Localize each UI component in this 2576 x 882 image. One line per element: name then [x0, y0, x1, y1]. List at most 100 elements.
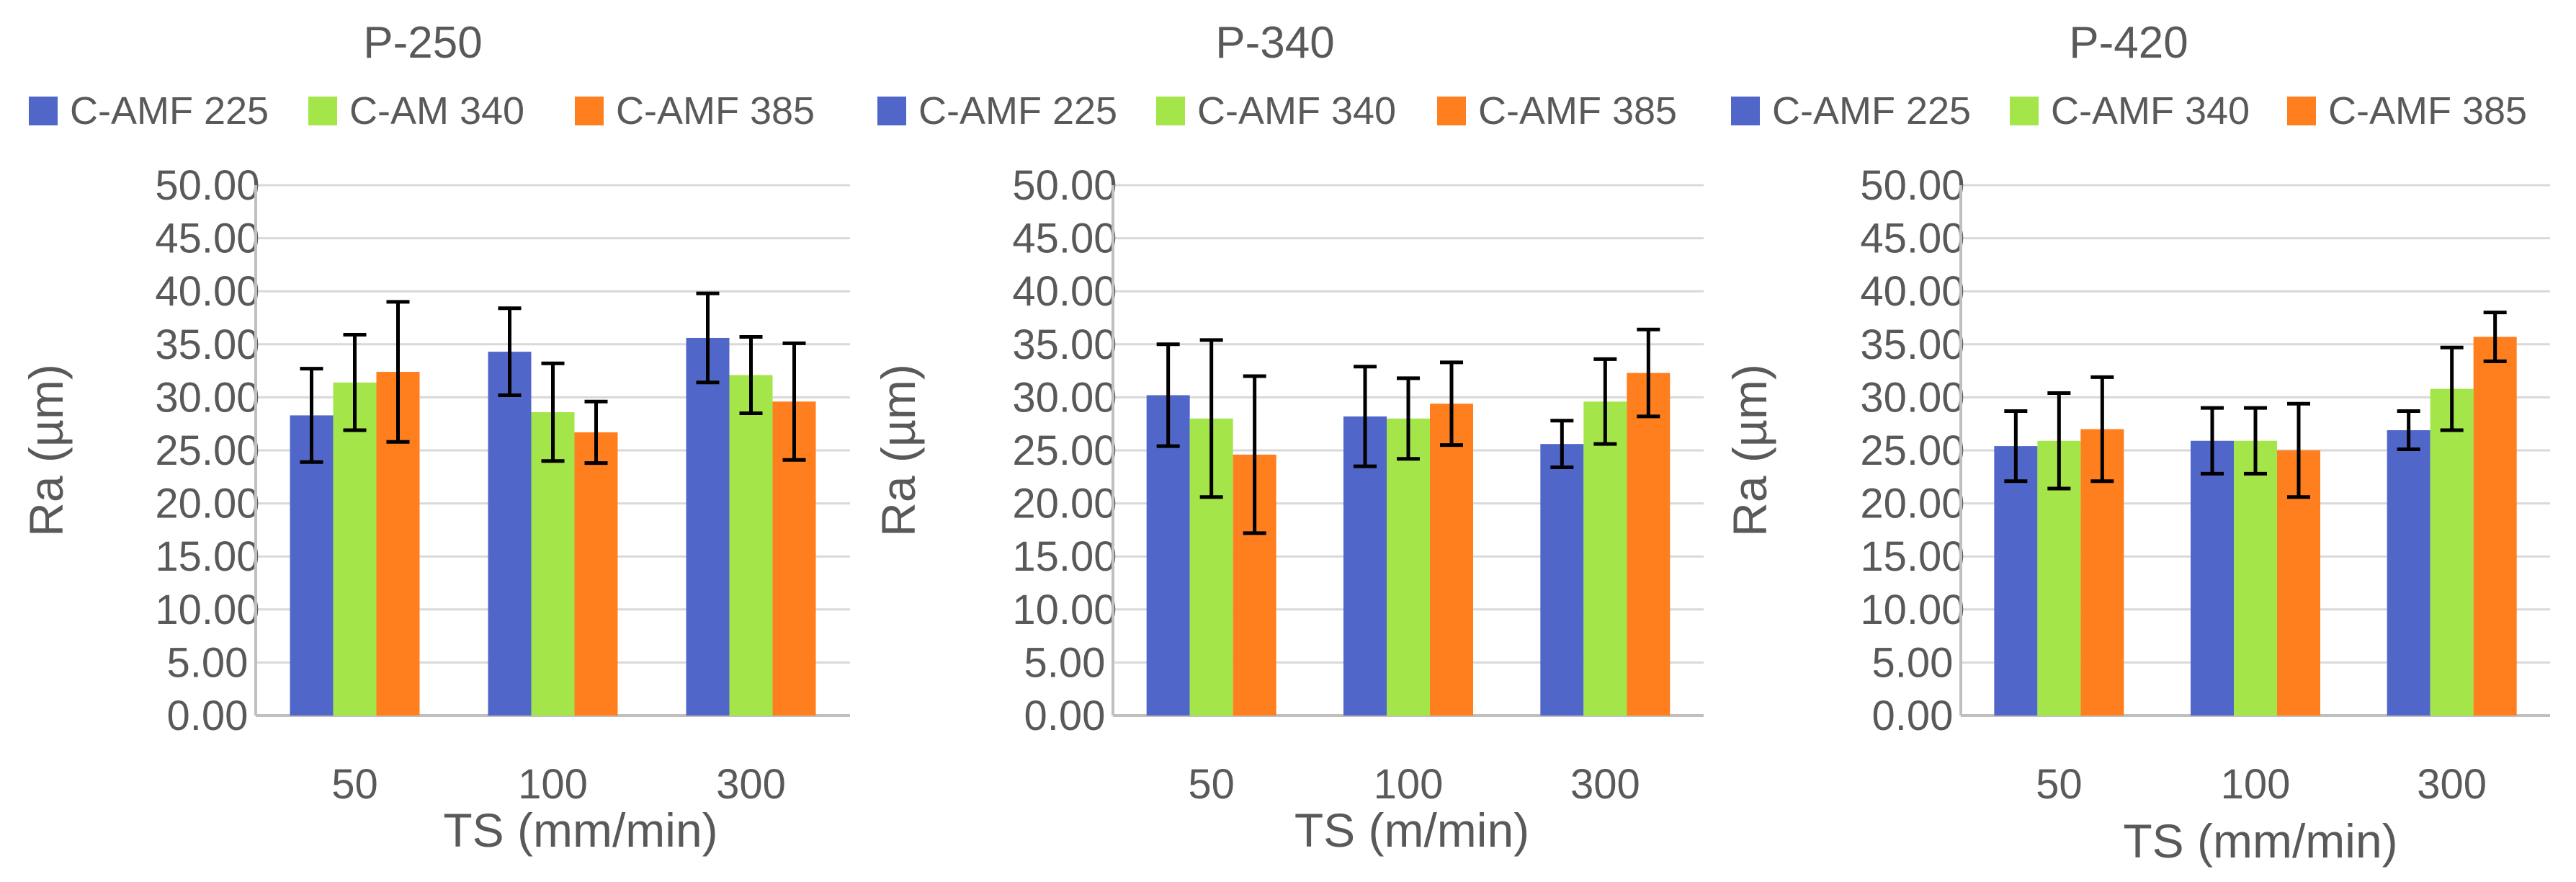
- y-tick-label: 10.00: [1012, 587, 1117, 633]
- error-bar: [2287, 401, 2310, 499]
- y-tick-label: 15.00: [1012, 533, 1117, 580]
- error-bar: [696, 291, 720, 385]
- legend-label: C-AMF 340: [2051, 89, 2250, 133]
- y-tick-label: 20.00: [155, 481, 259, 527]
- chart-panel-p-250: P-250 C-AMF 225 C-AM 340 C-AMF 385 0.00 5.00 1…: [19, 18, 850, 857]
- y-tick-label: 25.00: [1012, 427, 1117, 474]
- error-bar: [2244, 406, 2267, 476]
- error-bar: [1243, 374, 1266, 535]
- y-tick-label: 5.00: [1872, 639, 1954, 686]
- legend-swatch: [575, 97, 604, 125]
- legend-swatch: [2010, 97, 2039, 125]
- legend-label: C-AMF 225: [1772, 89, 1971, 133]
- error-bar: [2483, 311, 2507, 363]
- bar-c-amf-385-300: [1627, 373, 1671, 716]
- y-tick-labels: 0.00 5.00 10.00 15.00 20.00 25.00 30.00 35.00 40…: [1012, 162, 1117, 739]
- y-tick-labels: 0.00 5.00 10.00 15.00 20.00 25.00 30.00 35.00 40…: [1860, 162, 1964, 739]
- bar-c-amf-225-50: [290, 415, 334, 716]
- error-bars: [2004, 311, 2507, 499]
- y-tick-label: 0.00: [167, 692, 249, 739]
- bars: [1994, 337, 2517, 716]
- bar-c-amf-225-50: [1994, 446, 2038, 716]
- error-bar: [2397, 409, 2420, 452]
- y-tick-label: 25.00: [1860, 427, 1964, 474]
- y-tick-label: 35.00: [155, 321, 259, 368]
- y-tick-label: 0.00: [1024, 692, 1106, 739]
- y-tick-label: 35.00: [1860, 321, 1964, 368]
- legend: C-AMF 225 C-AM 340 C-AMF 385: [29, 89, 815, 133]
- bar-c-am-340-300: [729, 375, 773, 716]
- x-tick-label: 100: [518, 761, 588, 808]
- y-axis-label: Ra (µm): [19, 364, 73, 537]
- legend-label: C-AMF 385: [1478, 89, 1677, 133]
- bar-c-amf-225-300: [2387, 430, 2430, 716]
- legend-label: C-AMF 340: [1197, 89, 1396, 133]
- error-bar: [343, 333, 367, 432]
- bar-c-amf-385-100: [574, 432, 618, 716]
- y-tick-label: 20.00: [1860, 481, 1964, 527]
- legend-label: C-AMF 385: [616, 89, 815, 133]
- error-bar: [1637, 327, 1660, 419]
- legend-swatch: [2287, 97, 2316, 125]
- error-bar: [2004, 409, 2028, 484]
- x-tick-label: 50: [2036, 761, 2083, 808]
- chart-title: P-420: [2069, 18, 2188, 68]
- bar-c-amf-225-50: [1146, 395, 1190, 716]
- error-bar: [2090, 375, 2114, 484]
- bar-c-am-340-50: [333, 382, 377, 716]
- bar-c-amf-225-100: [488, 352, 532, 716]
- error-bar: [1550, 419, 1574, 470]
- y-tick-label: 45.00: [155, 215, 259, 262]
- y-tick-label: 5.00: [167, 639, 249, 686]
- error-bars: [1156, 327, 1660, 535]
- y-tick-label: 25.00: [155, 427, 259, 474]
- legend-label: C-AMF 225: [70, 89, 269, 133]
- y-tick-label: 35.00: [1012, 321, 1117, 368]
- chart-title: P-340: [1215, 18, 1334, 68]
- y-tick-label: 45.00: [1012, 215, 1117, 262]
- error-bar: [2201, 406, 2224, 476]
- y-tick-label: 30.00: [1012, 374, 1117, 421]
- x-axis-label: TS (m/min): [1294, 803, 1529, 857]
- error-bar: [386, 300, 410, 444]
- legend: C-AMF 225 C-AMF 340 C-AMF 385: [877, 89, 1677, 133]
- error-bar: [584, 399, 608, 466]
- bar-c-amf-340-300: [1583, 401, 1627, 716]
- legend-swatch: [29, 97, 58, 125]
- x-tick-label: 300: [716, 761, 786, 808]
- legend-swatch: [1731, 97, 1760, 125]
- legend-swatch: [308, 97, 337, 125]
- y-tick-label: 40.00: [1860, 268, 1964, 315]
- y-tick-label: 0.00: [1872, 692, 1954, 739]
- y-tick-labels: 0.00 5.00 10.00 15.00 20.00 25.00 30.00 35.00 40…: [155, 162, 259, 739]
- y-tick-label: 30.00: [1860, 374, 1964, 421]
- error-bar: [498, 306, 522, 397]
- bar-c-amf-385-100: [1430, 404, 1473, 716]
- y-axis-label: Ra (µm): [872, 364, 925, 537]
- legend-label: C-AMF 225: [918, 89, 1117, 133]
- error-bar: [300, 367, 323, 464]
- bar-c-amf-225-300: [1540, 444, 1584, 716]
- bar-c-amf-225-300: [686, 337, 730, 716]
- x-tick-label: 300: [1570, 761, 1640, 808]
- y-tick-label: 40.00: [1012, 268, 1117, 315]
- legend-label: C-AM 340: [349, 89, 524, 133]
- error-bar: [1156, 342, 1180, 448]
- x-tick-label: 50: [331, 761, 378, 808]
- legend-label: C-AMF 385: [2328, 89, 2527, 133]
- x-axis-label: TS (mm/min): [443, 803, 717, 857]
- y-tick-label: 10.00: [155, 587, 259, 633]
- bar-c-amf-340-100: [2234, 440, 2277, 716]
- y-tick-label: 50.00: [1860, 162, 1964, 209]
- y-tick-label: 10.00: [1860, 587, 1964, 633]
- legend: C-AMF 225 C-AMF 340 C-AMF 385: [1731, 89, 2527, 133]
- y-tick-label: 15.00: [1860, 533, 1964, 580]
- error-bar: [1397, 376, 1420, 461]
- x-tick-label: 50: [1188, 761, 1235, 808]
- bar-c-amf-340-300: [2430, 388, 2474, 716]
- y-tick-label: 50.00: [1012, 162, 1117, 209]
- y-tick-label: 45.00: [1860, 215, 1964, 262]
- y-tick-label: 50.00: [155, 162, 259, 209]
- error-bar: [2440, 345, 2464, 432]
